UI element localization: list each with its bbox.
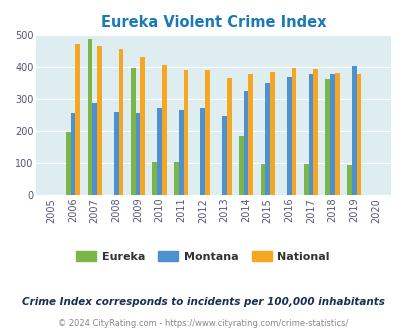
Title: Eureka Violent Crime Index: Eureka Violent Crime Index xyxy=(100,15,326,30)
Bar xyxy=(152,162,157,195)
Bar xyxy=(114,112,118,195)
Legend: Eureka, Montana, National: Eureka, Montana, National xyxy=(71,247,334,267)
Bar xyxy=(178,110,183,195)
Bar xyxy=(239,136,243,195)
Bar xyxy=(130,68,135,195)
Bar xyxy=(157,108,162,195)
Bar xyxy=(183,71,188,195)
Bar xyxy=(334,73,339,195)
Bar xyxy=(222,116,226,195)
Bar xyxy=(346,165,351,195)
Bar xyxy=(140,57,145,195)
Bar xyxy=(265,83,269,195)
Bar xyxy=(75,44,80,195)
Bar xyxy=(303,164,308,195)
Bar xyxy=(92,103,97,195)
Bar xyxy=(162,65,166,195)
Bar xyxy=(205,71,209,195)
Bar xyxy=(313,69,318,195)
Bar xyxy=(226,78,231,195)
Bar xyxy=(260,164,265,195)
Text: © 2024 CityRating.com - https://www.cityrating.com/crime-statistics/: © 2024 CityRating.com - https://www.city… xyxy=(58,319,347,328)
Bar xyxy=(248,74,253,195)
Bar xyxy=(329,74,334,195)
Bar xyxy=(200,108,205,195)
Bar xyxy=(97,46,102,195)
Bar xyxy=(118,49,123,195)
Bar xyxy=(135,113,140,195)
Bar xyxy=(325,79,329,195)
Text: Crime Index corresponds to incidents per 100,000 inhabitants: Crime Index corresponds to incidents per… xyxy=(21,297,384,307)
Bar xyxy=(174,162,178,195)
Bar xyxy=(66,132,70,195)
Bar xyxy=(243,91,248,195)
Bar xyxy=(356,74,360,195)
Bar xyxy=(308,74,313,195)
Bar xyxy=(286,77,291,195)
Bar xyxy=(291,68,296,195)
Bar xyxy=(351,66,356,195)
Bar xyxy=(87,40,92,195)
Bar xyxy=(269,72,274,195)
Bar xyxy=(70,113,75,195)
